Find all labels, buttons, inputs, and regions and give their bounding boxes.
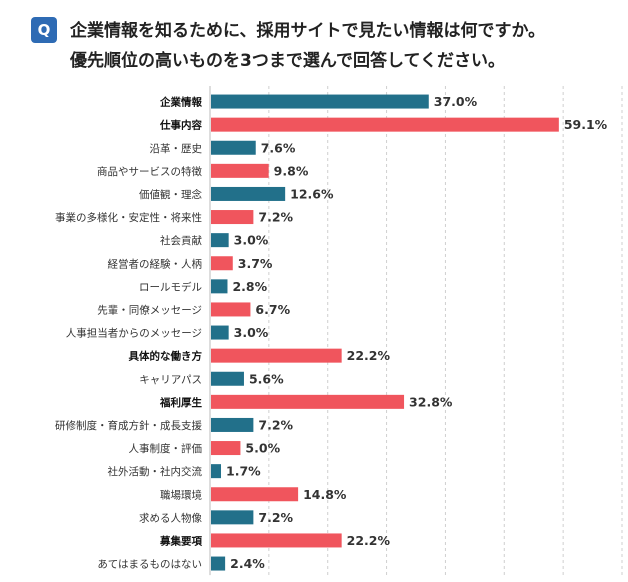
bar <box>211 94 429 109</box>
bar <box>211 186 286 201</box>
data-label: 7.2% <box>258 210 293 225</box>
bar <box>211 163 269 178</box>
category-label: 価値観・理念 <box>139 188 202 201</box>
category-label: 募集要項 <box>159 534 202 547</box>
data-label: 14.8% <box>303 487 347 502</box>
data-label: 32.8% <box>409 394 453 409</box>
bar <box>211 210 254 225</box>
category-label: 先輩・同僚メッセージ <box>97 303 202 316</box>
bar <box>211 348 342 363</box>
data-label: 12.6% <box>290 186 334 201</box>
bar <box>211 256 233 271</box>
question-title-line1: 企業情報を知るために、採用サイトで見たい情報は何ですか。 <box>70 21 546 41</box>
category-label: 社会貢献 <box>160 234 202 247</box>
bar <box>211 417 254 432</box>
category-label: ロールモデル <box>139 280 202 293</box>
data-label: 3.0% <box>234 325 269 340</box>
data-label: 5.6% <box>249 371 284 386</box>
category-label: あてはまるものはない <box>97 559 202 571</box>
data-label: 37.0% <box>434 94 478 109</box>
bar <box>211 279 228 294</box>
category-label: 事業の多様化・安定性・将来性 <box>55 211 202 224</box>
category-label: 人事制度・評価 <box>129 442 203 455</box>
category-label: 人事担当者からのメッセージ <box>66 327 202 340</box>
bar <box>211 117 559 132</box>
bar <box>211 371 244 386</box>
category-label: 商品やサービスの特徴 <box>97 165 202 178</box>
data-label: 59.1% <box>564 117 608 132</box>
data-label: 3.7% <box>238 256 273 271</box>
data-label: 7.2% <box>258 417 293 432</box>
category-label: 研修制度・育成方針・成長支援 <box>55 419 202 432</box>
bar <box>211 140 256 155</box>
category-label: 仕事内容 <box>159 119 202 132</box>
bar <box>211 394 405 409</box>
bar <box>211 510 254 525</box>
question-header: Q 企業情報を知るために、採用サイトで見たい情報は何ですか。 優先順位の高いもの… <box>18 12 618 72</box>
data-label: 22.2% <box>347 533 391 548</box>
bar <box>211 464 222 479</box>
question-badge: Q <box>31 17 57 43</box>
category-label: 職場環境 <box>160 488 202 501</box>
data-label: 2.4% <box>230 556 265 571</box>
data-label: 22.2% <box>347 348 391 363</box>
category-label: 求める人物像 <box>139 511 202 524</box>
data-label: 2.8% <box>232 279 267 294</box>
category-label: 企業情報 <box>159 96 202 109</box>
bar-chart: 企業情報 37.0% 仕事内容 59.1% 沿革・歴史 7.6% 商品やサービスの特徴 9.8… <box>55 86 623 576</box>
bar <box>211 441 241 456</box>
question-title-line2: 優先順位の高いものを3つまで選んで回答してください。 <box>70 51 505 71</box>
bar <box>211 302 251 317</box>
category-label: キャリアパス <box>139 374 202 386</box>
data-label: 1.7% <box>226 464 261 479</box>
category-label: 福利厚生 <box>159 396 202 409</box>
data-label: 7.2% <box>258 510 293 525</box>
category-label: 社外活動・社内交流 <box>108 465 203 478</box>
category-label: 具体的な働き方 <box>128 350 203 363</box>
bar <box>211 325 229 340</box>
data-label: 9.8% <box>274 163 309 178</box>
data-label: 6.7% <box>255 302 290 317</box>
category-label: 経営者の経験・人柄 <box>108 257 203 270</box>
category-label: 沿革・歴史 <box>150 142 203 155</box>
bar <box>211 233 229 248</box>
data-label: 5.0% <box>245 441 280 456</box>
bar <box>211 487 299 502</box>
bar <box>211 556 226 571</box>
bar <box>211 533 342 548</box>
data-label: 7.6% <box>261 140 296 155</box>
data-label: 3.0% <box>234 233 269 248</box>
